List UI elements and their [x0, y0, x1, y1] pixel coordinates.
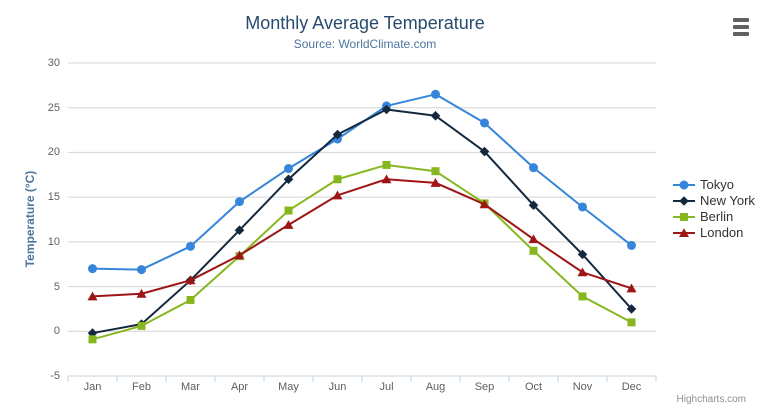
legend-item-tokyo[interactable]: Tokyo	[673, 177, 755, 192]
y-axis-label: 0	[53, 325, 60, 338]
data-point-london[interactable]	[185, 275, 196, 285]
data-point-london[interactable]	[87, 291, 98, 301]
x-axis-label: Dec	[621, 381, 642, 393]
data-point-tokyo[interactable]	[431, 89, 440, 99]
x-axis-label: May	[278, 381, 299, 393]
data-point-tokyo[interactable]	[137, 265, 146, 275]
x-axis-label: Nov	[572, 381, 593, 393]
legend-label: New York	[700, 193, 755, 208]
circle-marker-icon	[673, 180, 695, 189]
data-point-tokyo[interactable]	[186, 241, 195, 251]
data-point-berlin[interactable]	[382, 160, 391, 169]
legend-item-london[interactable]: London	[673, 225, 755, 240]
data-point-tokyo[interactable]	[235, 197, 244, 207]
legend-item-new-york[interactable]: New York	[673, 193, 755, 208]
data-point-berlin[interactable]	[627, 318, 636, 327]
hamburger-menu-icon[interactable]	[729, 16, 753, 38]
series-line-berlin	[91, 163, 633, 341]
data-point-tokyo[interactable]	[88, 264, 97, 274]
x-axis-label: Sep	[474, 381, 495, 393]
x-axis-label: Apr	[230, 381, 249, 393]
triangle-marker-icon	[673, 227, 695, 237]
square-marker-icon	[673, 212, 695, 221]
data-point-new-york[interactable]	[577, 249, 588, 260]
series-line-london	[91, 178, 633, 298]
data-point-new-york[interactable]	[528, 200, 539, 210]
data-point-tokyo[interactable]	[627, 240, 636, 250]
highcharts-credit-link[interactable]: Highcharts.com	[676, 394, 746, 405]
x-axis-label: Aug	[425, 381, 446, 393]
data-point-london[interactable]	[479, 199, 490, 209]
data-point-berlin[interactable]	[284, 206, 293, 215]
data-point-tokyo[interactable]	[284, 164, 293, 174]
data-point-london[interactable]	[430, 178, 441, 187]
series-line-tokyo	[91, 93, 633, 271]
data-point-tokyo[interactable]	[529, 163, 538, 173]
data-point-london[interactable]	[626, 283, 637, 293]
legend-label: Tokyo	[700, 177, 734, 192]
y-axis-label: 10	[47, 235, 60, 248]
data-point-berlin[interactable]	[333, 175, 342, 184]
data-point-new-york[interactable]	[87, 328, 98, 338]
chart-title: Monthly Average Temperature	[245, 13, 485, 33]
data-point-new-york[interactable]	[479, 146, 490, 157]
data-point-london[interactable]	[283, 220, 294, 229]
y-axis-label: 30	[47, 57, 60, 69]
y-axis-title: Temperature (°C)	[23, 170, 37, 268]
data-point-london[interactable]	[234, 250, 245, 260]
data-point-london[interactable]	[381, 174, 392, 184]
x-axis-label: Jun	[328, 381, 347, 393]
x-axis-label: Feb	[132, 381, 151, 393]
y-axis-label: 15	[47, 191, 60, 204]
data-point-london[interactable]	[332, 190, 343, 200]
chart-subtitle: Source: WorldClimate.com	[293, 37, 437, 51]
diamond-marker-icon	[673, 195, 695, 206]
data-point-berlin[interactable]	[578, 292, 587, 301]
data-point-berlin[interactable]	[88, 335, 97, 344]
data-point-new-york[interactable]	[234, 225, 245, 236]
legend-label: London	[700, 225, 744, 240]
data-point-berlin[interactable]	[186, 295, 195, 304]
legend-label: Berlin	[700, 209, 734, 224]
x-axis-label: Oct	[524, 381, 543, 393]
y-axis-label: -5	[50, 370, 60, 382]
data-point-berlin[interactable]	[529, 246, 538, 255]
data-point-new-york[interactable]	[430, 110, 441, 121]
data-point-new-york[interactable]	[381, 104, 392, 115]
data-point-new-york[interactable]	[626, 304, 637, 314]
data-point-tokyo[interactable]	[480, 118, 489, 128]
y-axis-label: 20	[47, 146, 60, 159]
x-axis-label: Jul	[379, 381, 394, 393]
data-point-new-york[interactable]	[332, 129, 343, 140]
x-axis-label: Mar	[181, 381, 200, 393]
data-point-berlin[interactable]	[137, 321, 146, 330]
legend: Tokyo New York Berlin London	[673, 177, 755, 241]
series-line-new-york	[91, 108, 633, 335]
y-axis-label: 25	[47, 101, 60, 114]
data-point-london[interactable]	[577, 267, 588, 277]
data-point-tokyo[interactable]	[578, 202, 587, 212]
y-axis-label: 5	[53, 280, 60, 293]
data-point-london[interactable]	[528, 234, 539, 244]
x-axis-label: Jan	[83, 381, 102, 393]
data-point-london[interactable]	[136, 288, 147, 298]
data-point-new-york[interactable]	[283, 174, 294, 185]
data-point-berlin[interactable]	[431, 167, 440, 176]
legend-item-berlin[interactable]: Berlin	[673, 209, 755, 224]
